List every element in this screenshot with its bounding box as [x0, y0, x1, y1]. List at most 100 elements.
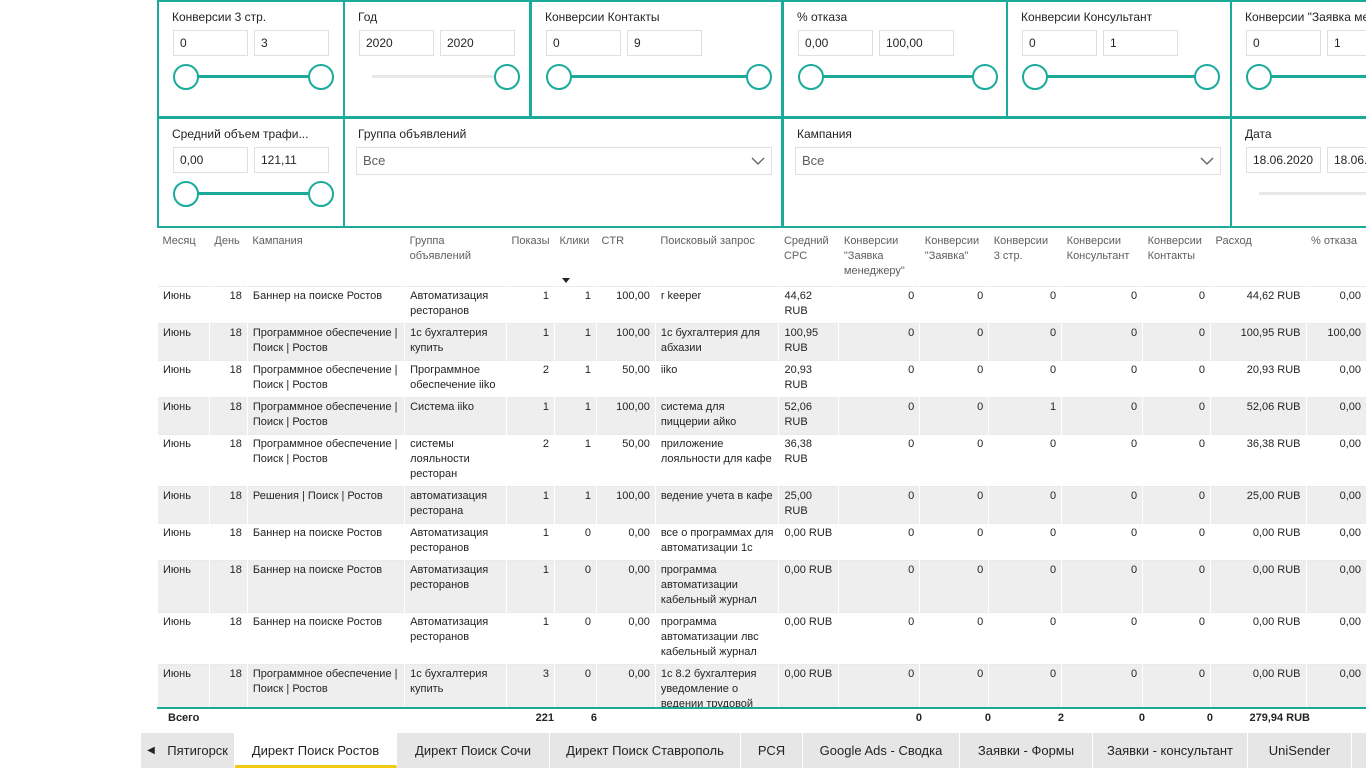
- range-min-input[interactable]: 2020: [359, 30, 434, 56]
- table-cell: все о программах для автоматизации 1с: [654, 523, 779, 560]
- range-track[interactable]: [559, 75, 759, 78]
- range-min-handle[interactable]: [546, 64, 572, 90]
- column-header[interactable]: Конверсии Контакты: [1147, 235, 1202, 262]
- table-row[interactable]: Июнь 18 Баннер на поиске Ростов Автоматизац…: [157, 612, 1366, 664]
- range-track[interactable]: [372, 75, 507, 78]
- range-track[interactable]: [1259, 75, 1366, 78]
- tab-direct-search-stavropol[interactable]: Директ Поиск Ставрополь: [550, 733, 741, 768]
- column-header[interactable]: CTR: [601, 235, 625, 247]
- range-track[interactable]: [811, 75, 985, 78]
- range-max-handle[interactable]: [308, 64, 334, 90]
- range-min-input[interactable]: 0: [1022, 30, 1097, 56]
- range-max-handle[interactable]: [746, 64, 772, 90]
- table-cell: 0: [919, 360, 989, 397]
- range-min-handle[interactable]: [1246, 64, 1272, 90]
- table-row[interactable]: Июнь 18 Программное обеспечение | Поиск | …: [157, 323, 1366, 360]
- date-range-track[interactable]: [1259, 192, 1366, 195]
- column-header[interactable]: Месяц: [162, 235, 196, 247]
- tab-direct-search-rostov[interactable]: Директ Поиск Ростов: [235, 733, 397, 768]
- column-header-sorted[interactable]: Клики: [559, 235, 590, 247]
- table-cell: 18: [208, 612, 248, 664]
- date-start-input[interactable]: 18.06.2020: [1246, 147, 1321, 173]
- column-header[interactable]: Конверсии Консультант: [1066, 235, 1130, 262]
- tab-requests-consultant[interactable]: Заявки - консультант: [1093, 733, 1248, 768]
- column-header[interactable]: Поисковый запрос: [660, 235, 755, 247]
- range-min-input[interactable]: 0,00: [173, 147, 248, 173]
- column-header[interactable]: Конверсии "Заявка": [924, 235, 980, 262]
- table-cell: 0: [1061, 523, 1143, 560]
- table-cell: 0,00: [1305, 360, 1366, 397]
- range-min-input[interactable]: 0,00: [798, 30, 873, 56]
- range-max-input[interactable]: 2020: [440, 30, 515, 56]
- table-cell: 0,00 RUB: [778, 612, 839, 664]
- range-max-input[interactable]: 3: [254, 30, 329, 56]
- tab-requests-forms[interactable]: Заявки - Формы: [960, 733, 1093, 768]
- tab-unisender[interactable]: UniSender: [1248, 733, 1352, 768]
- range-max-input[interactable]: 121,11: [254, 147, 329, 173]
- range-track[interactable]: [186, 75, 321, 78]
- column-header[interactable]: Средний CPC: [783, 235, 829, 262]
- range-track[interactable]: [1035, 75, 1207, 78]
- range-min-input[interactable]: 0: [1246, 30, 1321, 56]
- table-cell: 0: [1061, 434, 1143, 486]
- table-cell: 0: [1142, 397, 1211, 434]
- range-min-handle[interactable]: [173, 181, 199, 207]
- ad-group-dropdown[interactable]: Все: [356, 147, 772, 175]
- table-cell: 100,00: [1305, 323, 1366, 360]
- table-cell: 0,00: [1305, 397, 1366, 434]
- table-cell: 0: [1061, 612, 1143, 664]
- column-header[interactable]: День: [214, 235, 240, 247]
- table-cell: 0: [1061, 360, 1143, 397]
- range-track[interactable]: [186, 192, 321, 195]
- tab-google-ads-summary[interactable]: Google Ads - Сводка: [803, 733, 960, 768]
- slicer-year: Год 2020 2020: [343, 0, 531, 118]
- range-min-input[interactable]: 0: [173, 30, 248, 56]
- table-cell: 0: [988, 560, 1062, 612]
- range-max-input[interactable]: 100,00: [879, 30, 954, 56]
- column-header[interactable]: Конверсии "Заявка менеджеру": [843, 235, 905, 277]
- table-row[interactable]: Июнь 18 Баннер на поиске Ростов Автоматизац…: [157, 523, 1366, 560]
- column-header[interactable]: Кампания: [252, 235, 303, 247]
- table-row[interactable]: Июнь 18 Программное обеспечение | Поиск | …: [157, 397, 1366, 434]
- tab-direct-search-sochi[interactable]: Директ Поиск Сочи: [397, 733, 550, 768]
- range-min-handle[interactable]: [1022, 64, 1048, 90]
- chevron-down-icon[interactable]: [1200, 148, 1214, 183]
- table-cell: 0,00: [1305, 560, 1366, 612]
- tab-pyatigorsk[interactable]: Пятигорск: [161, 733, 235, 768]
- range-max-handle[interactable]: [1194, 64, 1220, 90]
- range-min-handle[interactable]: [173, 64, 199, 90]
- table-row[interactable]: Июнь 18 Решения | Поиск | Ростов автоматиза…: [157, 486, 1366, 523]
- range-max-input[interactable]: 1: [1103, 30, 1178, 56]
- slicer-title: Конверсии Консультант: [1021, 10, 1153, 24]
- table-cell: 0: [838, 360, 920, 397]
- column-header[interactable]: Конверсии 3 стр.: [993, 235, 1049, 262]
- slicer-title: Конверсии 3 стр.: [172, 10, 267, 24]
- range-max-handle[interactable]: [494, 64, 520, 90]
- campaign-dropdown[interactable]: Все: [795, 147, 1221, 175]
- slicer-ad-group: Группа объявлений Все: [343, 117, 783, 228]
- range-min-handle[interactable]: [798, 64, 824, 90]
- column-header[interactable]: Расход: [1215, 235, 1252, 247]
- slicer-conversions-3-page: Конверсии 3 стр. 0 3: [157, 0, 345, 118]
- range-min-input[interactable]: 0: [546, 30, 621, 56]
- column-header[interactable]: % отказа: [1311, 235, 1357, 247]
- chevron-down-icon[interactable]: [751, 148, 765, 183]
- range-max-handle[interactable]: [972, 64, 998, 90]
- column-header[interactable]: Показы: [511, 235, 550, 247]
- tab-rsya[interactable]: РСЯ: [741, 733, 803, 768]
- table-cell: 0: [838, 560, 920, 612]
- sort-descending-icon[interactable]: [562, 278, 570, 283]
- table-cell: 0: [988, 612, 1062, 664]
- date-end-input[interactable]: 18.06.2020: [1327, 147, 1366, 173]
- triangle-left-icon[interactable]: ◀: [147, 745, 155, 756]
- table-cell: Автоматизация ресторанов: [404, 612, 507, 664]
- range-max-input[interactable]: 1: [1327, 30, 1366, 56]
- column-header[interactable]: Группа объявлений: [409, 235, 471, 262]
- table-row[interactable]: Июнь 18 Баннер на поиске Ростов Автоматизац…: [157, 286, 1366, 323]
- table-row[interactable]: Июнь 18 Баннер на поиске Ростов Автоматизац…: [157, 560, 1366, 612]
- table-row[interactable]: Июнь 18 Программное обеспечение | Поиск | …: [157, 434, 1366, 486]
- table-row[interactable]: Июнь 18 Программное обеспечение | Поиск | …: [157, 360, 1366, 397]
- range-max-handle[interactable]: [308, 181, 334, 207]
- range-max-input[interactable]: 9: [627, 30, 702, 56]
- table-cell: 0: [919, 286, 989, 323]
